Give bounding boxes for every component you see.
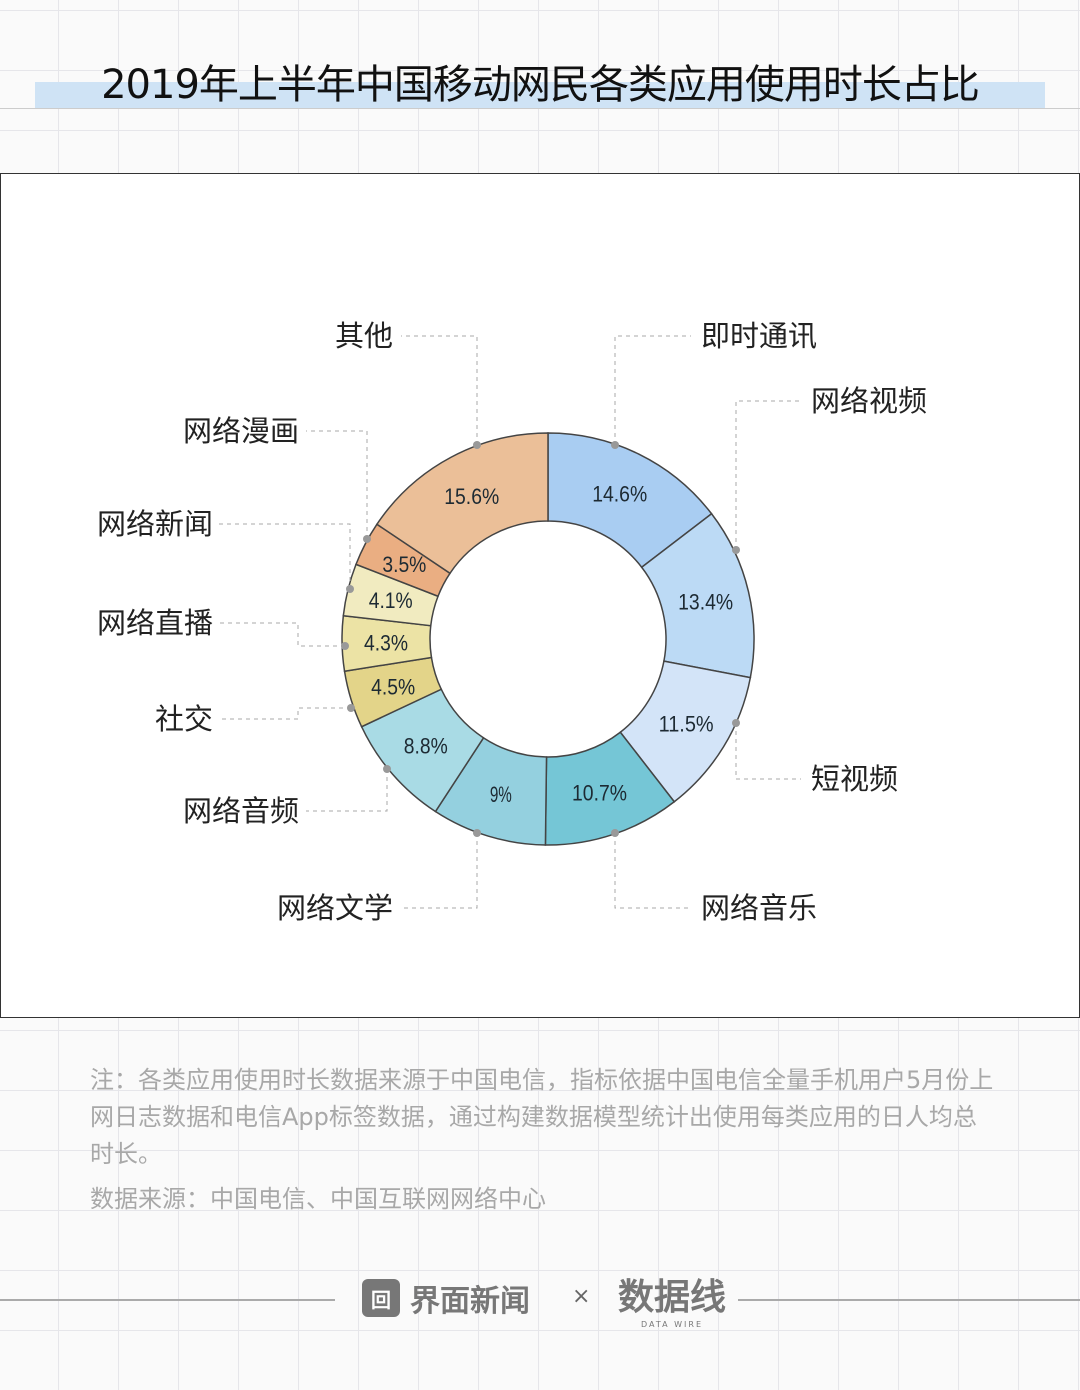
data-label: 15.6% — [444, 484, 499, 509]
category-label: 社交 — [154, 702, 213, 736]
leader-line — [306, 430, 368, 539]
jiemian-logo-icon: 回 — [362, 1279, 400, 1317]
notes-block: 注：各类应用使用时长数据来源于中国电信，指标依据中国电信全量手机用户5月份上网日… — [90, 1062, 1000, 1215]
leader-dot — [473, 441, 481, 449]
data-label: 9% — [490, 782, 512, 807]
leader-dot — [347, 704, 355, 712]
datawire-sub: DATA WIRE — [640, 1320, 704, 1329]
brand-datawire: 数据线 DATA WIRE — [618, 1268, 726, 1329]
data-label: 13.4% — [678, 590, 733, 615]
donut-chart: 14.6% 13.4% 11.5% 10.7% 9% 8.8% 4.5% 4.3% 4.1% 3.… — [219, 335, 801, 909]
leader-line — [219, 622, 345, 647]
leader-dot — [611, 829, 619, 837]
leader-line — [614, 335, 691, 445]
data-label: 14.6% — [592, 482, 647, 507]
times-sign: × — [572, 1284, 591, 1309]
footer-divider — [738, 1299, 1080, 1301]
leader-dot — [732, 546, 740, 554]
title-divider — [0, 108, 1080, 109]
category-label: 网络漫画 — [182, 414, 299, 448]
data-label: 3.5% — [382, 552, 426, 577]
category-label: 其他 — [334, 319, 393, 353]
data-label: 10.7% — [572, 781, 627, 806]
leader-line — [735, 723, 801, 780]
data-label: 4.3% — [364, 631, 408, 656]
category-label: 即时通讯 — [701, 319, 818, 353]
category-label: 网络音乐 — [701, 891, 818, 925]
chart-panel: 14.6% 13.4% 11.5% 10.7% 9% 8.8% 4.5% 4.3% 4.1% 3.… — [0, 173, 1080, 1018]
leader-line — [219, 523, 351, 589]
leader-dot — [363, 535, 371, 543]
leader-dot — [341, 642, 349, 650]
leader-dot — [346, 585, 354, 593]
donut-slice-10 — [375, 432, 549, 575]
leader-line — [401, 833, 478, 909]
leader-line — [735, 400, 801, 550]
category-label: 网络直播 — [96, 606, 213, 640]
footer-divider — [0, 1299, 335, 1301]
category-label: 网络音频 — [182, 794, 299, 828]
chart-title: 2019年上半年中国移动网民各类应用使用时长占比 — [101, 62, 980, 108]
brand-name: 界面新闻 — [410, 1284, 530, 1319]
leader-line — [219, 707, 351, 720]
leader-line — [401, 335, 478, 445]
data-label: 4.5% — [371, 675, 415, 700]
data-label: 4.1% — [369, 588, 413, 613]
chart-note: 注：各类应用使用时长数据来源于中国电信，指标依据中国电信全量手机用户5月份上网日… — [90, 1066, 994, 1168]
category-label: 短视频 — [811, 762, 899, 796]
leader-dot — [473, 829, 481, 837]
data-source: 数据来源：中国电信、中国互联网网络中心 — [90, 1185, 546, 1213]
category-label: 网络新闻 — [96, 507, 213, 541]
datawire-logo: 数据线 — [618, 1277, 727, 1318]
brand-jiemian: 回 界面新闻 — [362, 1276, 530, 1320]
leader-dot — [611, 441, 619, 449]
leader-line — [614, 833, 691, 909]
data-label: 11.5% — [659, 712, 714, 737]
category-label: 网络视频 — [811, 384, 928, 418]
leader-dot — [732, 719, 740, 727]
category-label: 网络文学 — [276, 891, 393, 925]
leader-line — [306, 769, 388, 812]
leader-dot — [383, 765, 391, 773]
title-highlight — [35, 82, 1045, 108]
data-label: 8.8% — [404, 733, 448, 758]
